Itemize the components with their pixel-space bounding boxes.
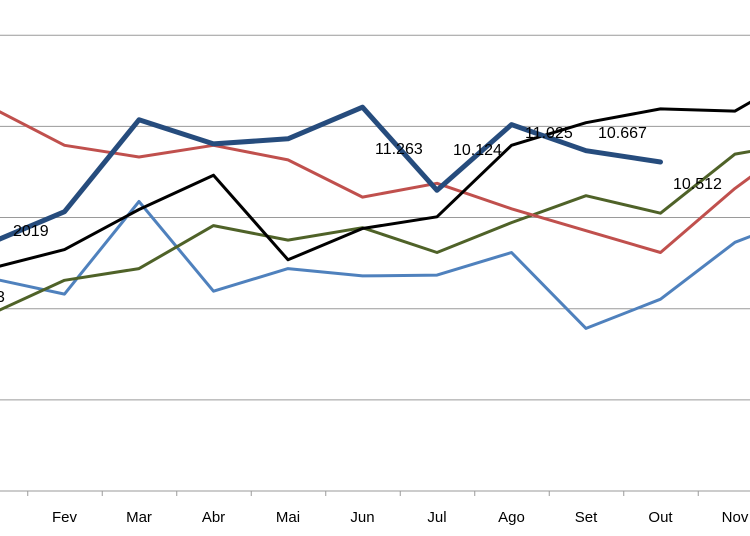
x-tick-label: Mar <box>126 509 152 526</box>
series-line-4 <box>0 200 750 330</box>
series-label-2019: 2019 <box>13 223 49 240</box>
point-label-jul: 10.124 <box>453 142 502 159</box>
x-tick-label: Jul <box>427 509 446 526</box>
point-label-set: 10.667 <box>598 125 647 142</box>
point-label-jun: 11.263 <box>375 141 423 158</box>
x-tick-label: Mai <box>276 509 300 526</box>
point-label-ago: 11.025 <box>525 125 573 142</box>
x-tick-label: Abr <box>202 509 225 526</box>
x-tick-label: Nov <box>722 509 749 526</box>
gridlines <box>0 34 750 401</box>
series-line-1 <box>0 100 750 268</box>
series-lines <box>0 100 750 330</box>
data-labels: 2019 11.263 10.124 11.025 10.667 10.512 … <box>0 125 722 306</box>
edge-label-fragment: 3 <box>0 289 5 306</box>
x-tick-label: Set <box>575 509 598 526</box>
x-tick-label: Fev <box>52 509 78 526</box>
series-line-2 <box>0 110 750 254</box>
point-label-out: 10.512 <box>673 176 722 193</box>
x-axis: nFevMarAbrMaiJunJulAgoSetOutNov <box>0 490 750 526</box>
series-line-3 <box>0 149 750 312</box>
x-tick-label: Out <box>648 509 673 526</box>
x-tick-label: Ago <box>498 509 525 526</box>
x-tick-label: Jun <box>350 509 374 526</box>
series-line-0 <box>0 104 663 242</box>
